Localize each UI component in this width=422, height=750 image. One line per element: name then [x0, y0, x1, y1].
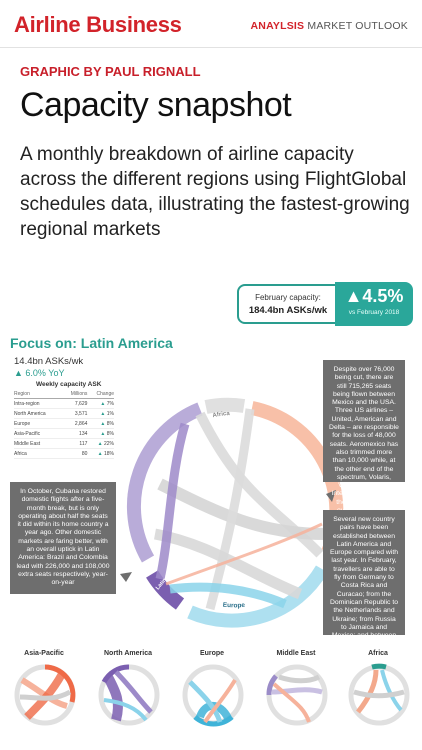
mini-chord-diagram	[98, 664, 160, 726]
column-header: Region	[14, 390, 63, 399]
page-title: Capacity snapshot	[20, 86, 292, 124]
callout-latin-america-domestic: In October, Cubana restored domestic fli…	[10, 482, 116, 594]
pointer-triangle	[120, 572, 132, 582]
table-cell: 134	[62, 428, 88, 439]
mini-chart-label: Asia-Pacific	[24, 650, 64, 657]
up-arrow-icon: ▲	[97, 440, 104, 447]
table-cell: 117	[62, 438, 88, 449]
capacity-label: February capacity:	[255, 293, 321, 302]
table-row: Asia-Pacific 134 ▲ 8%	[14, 428, 114, 439]
chord-gray-2	[157, 478, 326, 540]
table-cell: ▲ 1%	[87, 408, 114, 419]
table-row: North America 3,571 ▲ 1%	[14, 408, 114, 419]
table-row: Europe 2,864 ▲ 8%	[14, 418, 114, 429]
mini-chord-diagram	[182, 664, 244, 727]
up-arrow-icon: ▲	[100, 400, 107, 407]
table-cell: ▲ 8%	[87, 428, 114, 439]
capacity-comparison: vs February 2018	[348, 309, 400, 316]
table-cell: ▲ 7%	[87, 398, 114, 409]
table-cell: Africa	[14, 448, 63, 459]
svg-text:Europe: Europe	[222, 602, 245, 610]
pointer-triangle	[326, 490, 336, 502]
arc-label-africa: Africa	[212, 411, 230, 419]
capacity-value: 184.4bn ASKs/wk	[248, 305, 328, 316]
chord-latam-ap	[165, 522, 323, 586]
latam-yoy: ▲ 6.0% YoY	[14, 368, 64, 378]
up-arrow-icon: ▲	[100, 410, 107, 417]
table-cell: ▲ 18%	[87, 448, 114, 459]
table-cell: 80	[62, 448, 88, 459]
regional-mini-charts: Asia-Pacific North America Europe M	[0, 650, 422, 750]
up-arrow-icon: ▲	[100, 430, 107, 437]
weekly-capacity-table: Region Millions Change Intra-region 7,629…	[14, 390, 114, 459]
focus-heading: Focus on: Latin America	[10, 335, 173, 351]
change-value: 18%	[103, 450, 114, 457]
section-label: ANAYLSIS MARKET OUTLOOK	[251, 20, 408, 32]
table-cell: 2,864	[62, 418, 88, 429]
mini-chart-africa[interactable]: Africa	[338, 650, 418, 750]
table-row: Middle East 117 ▲ 22%	[14, 438, 114, 449]
section-label-rest[interactable]: MARKET OUTLOOK	[307, 20, 408, 32]
up-arrow-icon: ▲	[14, 368, 26, 378]
change-value: 8%	[106, 430, 114, 437]
page-subtitle: A monthly breakdown of airline capacity …	[20, 144, 410, 240]
arc-label-europe: Europe	[222, 602, 245, 610]
latam-capacity: 14.4bn ASKs/wk	[14, 356, 84, 367]
chord-latam-na	[155, 422, 190, 580]
arc-latin-america	[146, 570, 185, 610]
callout-mexico-usa: Despite over 76,000 being cut, there are…	[323, 360, 405, 514]
table-row: Africa 80 ▲ 18%	[14, 448, 114, 459]
latam-yoy-value: 6.0% YoY	[25, 368, 65, 378]
change-value: 7%	[106, 400, 114, 407]
arc-north-america	[126, 402, 203, 563]
mini-chord-diagram	[14, 664, 76, 726]
up-arrow-icon: ▲	[344, 286, 363, 306]
table-cell: 7,629	[62, 398, 88, 409]
weekly-table-title: Weekly capacity ASK	[36, 381, 102, 388]
up-arrow-icon: ▲	[100, 420, 107, 427]
mini-chart-europe[interactable]: Europe	[172, 650, 252, 750]
column-header: Millions	[62, 390, 88, 399]
mini-chart-label: North America	[104, 650, 152, 657]
mini-chart-label: Africa	[368, 650, 388, 657]
mini-chart-label: Europe	[199, 650, 225, 657]
mini-chart-north-america[interactable]: North America	[88, 650, 168, 750]
table-row: Intra-region 7,629 ▲ 7%	[14, 398, 114, 409]
section-label-strong[interactable]: ANAYLSIS	[250, 20, 305, 32]
mini-chart-middle-east[interactable]: Middle East	[256, 650, 336, 750]
chord-gray-3	[205, 408, 255, 611]
table-cell: Asia-Pacific	[14, 428, 63, 439]
table-cell: Intra-region	[14, 398, 63, 409]
mini-chart-asia-pacific[interactable]: Asia-Pacific	[4, 650, 84, 750]
header: Airline Business ANAYLSIS MARKET OUTLOOK	[0, 0, 422, 48]
mini-chord-diagram	[348, 663, 410, 726]
capacity-change: ▲4.5%	[335, 286, 413, 307]
table-cell: Europe	[14, 418, 63, 429]
change-value: 8%	[106, 420, 114, 427]
chord-latam-europe	[169, 582, 287, 609]
arc-africa	[204, 397, 246, 414]
table-cell: 3,571	[62, 408, 88, 419]
brand-logo[interactable]: Airline Business	[14, 12, 182, 37]
arc-europe	[187, 565, 329, 628]
table-cell: Middle East	[14, 438, 63, 449]
callout-latam-europe: Several new country pairs have been esta…	[323, 510, 405, 647]
up-arrow-icon: ▲	[97, 450, 104, 457]
mini-chart-label: Middle East	[276, 650, 316, 657]
main-chord-diagram: North America Africa Asia-Pacific Europe…	[120, 397, 344, 628]
mini-chord-diagram	[266, 664, 328, 726]
table-cell: North America	[14, 408, 63, 419]
change-value: 22%	[103, 440, 114, 447]
table-cell: ▲ 8%	[87, 418, 114, 429]
table-header-row: Region Millions Change	[14, 390, 114, 399]
svg-text:Africa: Africa	[212, 411, 230, 419]
column-header: Change	[87, 390, 114, 399]
change-value: 1%	[106, 410, 114, 417]
capacity-change-value: 4.5%	[362, 286, 404, 306]
table-cell: ▲ 22%	[87, 438, 114, 449]
capacity-box: February capacity: 184.4bn ASKs/wk ▲4.5%…	[237, 282, 413, 326]
capacity-change-pill: ▲4.5% vs February 2018	[335, 282, 413, 326]
byline: GRAPHIC BY PAUL RIGNALL	[20, 64, 201, 79]
